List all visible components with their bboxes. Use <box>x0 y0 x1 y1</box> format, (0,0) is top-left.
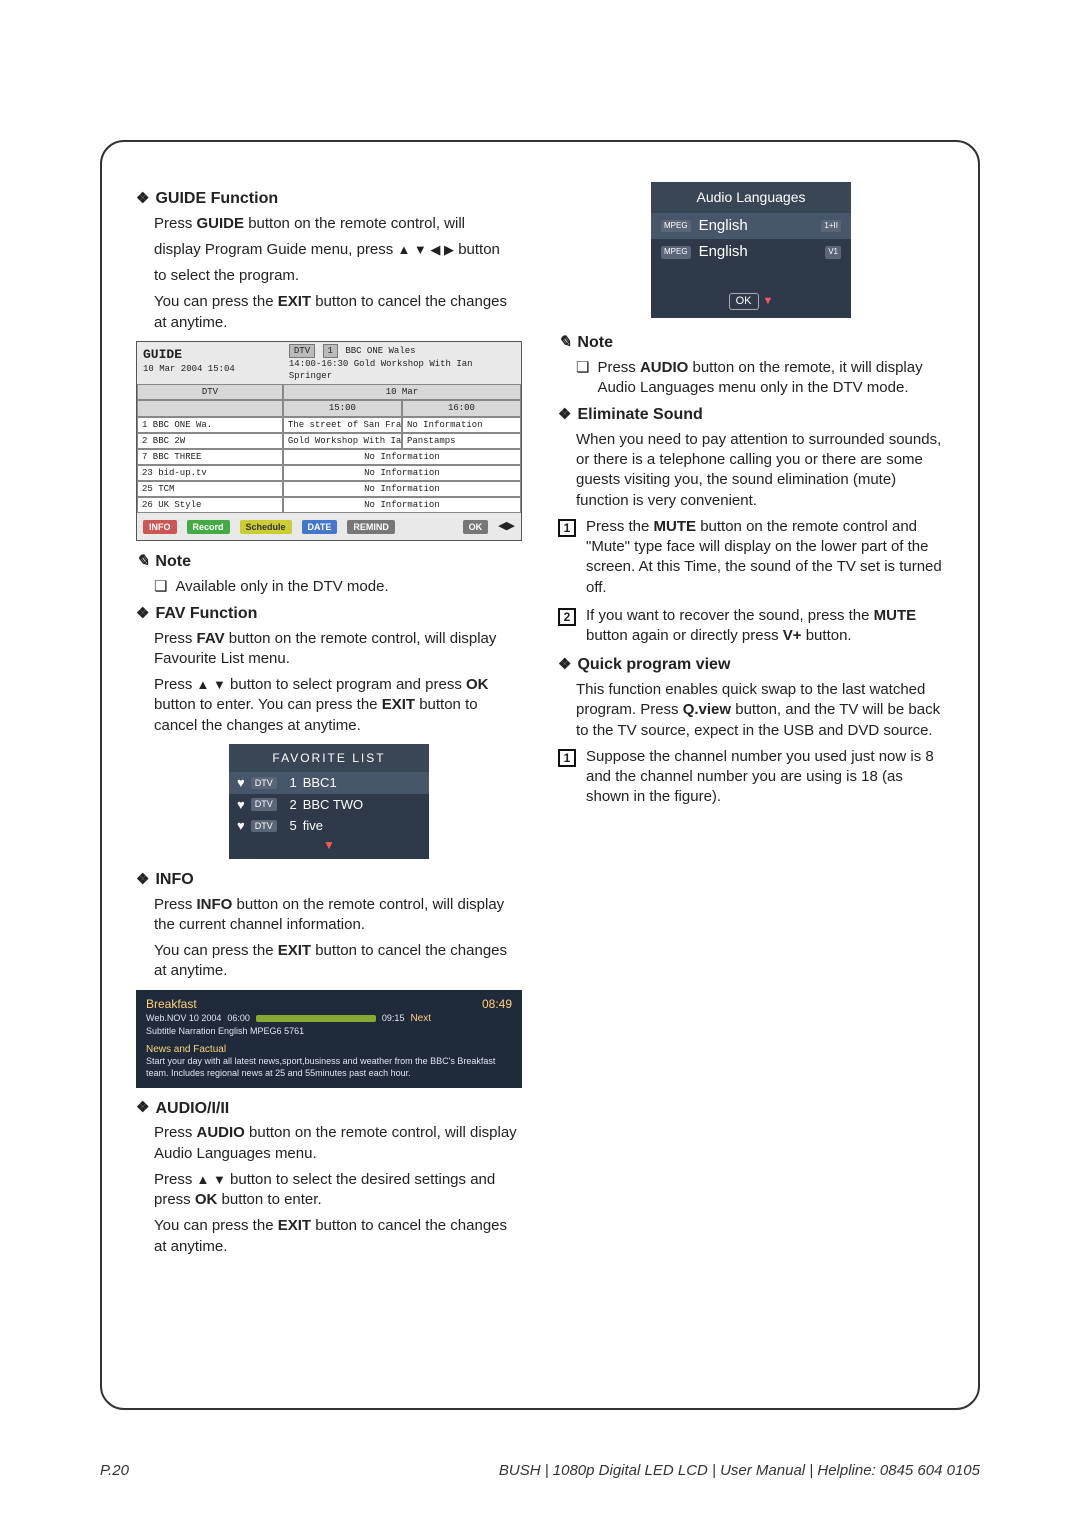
info-p2: You can press the EXIT button to cancel … <box>154 941 522 982</box>
grow-a: The street of San Fra... <box>283 417 402 433</box>
info-prog: Breakfast <box>146 996 197 1012</box>
info-title: INFO <box>136 869 522 891</box>
grow-full: No Information <box>283 449 521 465</box>
guide-buttons: INFO Record Schedule DATE REMIND OK ◀▶ <box>137 513 521 540</box>
grow-ch: 1 BBC ONE Wa. <box>137 417 283 433</box>
guide-p1: Press GUIDE button on the remote control… <box>154 214 522 234</box>
fav-title: FAV Function <box>136 603 522 625</box>
grow-ch: 26 UK Style <box>137 497 283 513</box>
info-date: Web.NOV 10 2004 <box>146 1012 221 1024</box>
audio-ok: OK▼ <box>651 293 851 310</box>
progress-bar <box>256 1015 376 1022</box>
audio-shot-title: Audio Languages <box>651 182 851 213</box>
elim-step-2: 2 If you want to recover the sound, pres… <box>558 606 944 647</box>
note1-text: Available only in the DTV mode. <box>154 577 522 597</box>
guide-title: GUIDE Function <box>136 188 522 210</box>
guide-p2: display Program Guide menu, press ▲ ▼ ◀ … <box>154 240 522 260</box>
audio-screenshot: Audio Languages MPEGEnglish1+II MPEGEngl… <box>651 182 851 318</box>
ch-num: 1 <box>323 344 338 358</box>
page-footer: P.20 BUSH | 1080p Digital LED LCD | User… <box>100 1462 980 1479</box>
quick-step-1: 1 Suppose the channel number you used ju… <box>558 747 944 808</box>
grow-b: Panstamps <box>402 433 521 449</box>
colhead-t1: 15:00 <box>283 400 402 416</box>
fav-row: ♥DTV5five <box>229 815 429 837</box>
colhead-day: 10 Mar <box>283 384 521 400</box>
fav-p1: Press FAV button on the remote control, … <box>154 629 522 670</box>
grow-b: No Information <box>402 417 521 433</box>
guide-p4: You can press the EXIT button to cancel … <box>154 292 522 333</box>
grow-ch: 2 BBC 2W <box>137 433 283 449</box>
guide-p3: to select the program. <box>154 266 522 286</box>
guide-shot-title: GUIDE <box>143 346 277 364</box>
info-sec-hd: News and Factual <box>146 1043 512 1056</box>
gbtn-schedule: Schedule <box>240 520 292 534</box>
grow-full: No Information <box>283 497 521 513</box>
fav-row: ♥DTV1BBC1 <box>229 772 429 794</box>
page-number: P.20 <box>100 1462 129 1479</box>
grow-full: No Information <box>283 481 521 497</box>
page: GUIDE Function Press GUIDE button on the… <box>0 0 1080 1527</box>
elim-step-1: 1 Press the MUTE button on the remote co… <box>558 517 944 598</box>
audio-p3: You can press the EXIT button to cancel … <box>154 1216 522 1257</box>
gbtn-info: INFO <box>143 520 177 534</box>
fav-shot-title: FAVORITE LIST <box>229 744 429 772</box>
fav-screenshot: FAVORITE LIST ♥DTV1BBC1 ♥DTV2BBC TWO ♥DT… <box>229 744 429 859</box>
content-frame: GUIDE Function Press GUIDE button on the… <box>100 140 980 1410</box>
grow-ch: 25 TCM <box>137 481 283 497</box>
audio-p2: Press ▲ ▼ button to select the desired s… <box>154 1170 522 1211</box>
guide-screenshot: GUIDE 10 Mar 2004 15:04 DTV 1 BBC ONE Wa… <box>136 341 522 541</box>
colhead-t2: 16:00 <box>402 400 521 416</box>
fav-p2: Press ▲ ▼ button to select program and p… <box>154 675 522 736</box>
dtv-pill: DTV <box>289 344 315 358</box>
audio-p1: Press AUDIO button on the remote control… <box>154 1123 522 1164</box>
colhead-dtv: DTV <box>137 384 283 400</box>
info-next: Next <box>410 1012 431 1026</box>
note2-title: Note <box>558 332 944 354</box>
audio-row: MPEGEnglishV1 <box>651 239 851 265</box>
eliminate-title: Eliminate Sound <box>558 404 944 426</box>
footer-text: BUSH | 1080p Digital LED LCD | User Manu… <box>499 1462 980 1479</box>
down-arrow-icon: ▼ <box>229 837 429 853</box>
quick-title: Quick program view <box>558 654 944 676</box>
quick-p1: This function enables quick swap to the … <box>576 680 944 741</box>
gbtn-remind: REMIND <box>347 520 395 534</box>
info-t1: 06:00 <box>227 1012 250 1024</box>
prog-time: 14:00-16:30 <box>289 359 348 369</box>
note2-text: Press AUDIO button on the remote, it wil… <box>576 358 944 399</box>
right-column: Audio Languages MPEGEnglish1+II MPEGEngl… <box>558 182 944 1374</box>
info-sec-body: Start your day with all latest news,spor… <box>146 1056 512 1079</box>
info-screenshot: Breakfast 08:49 Web.NOV 10 2004 06:00 09:15… <box>136 990 522 1088</box>
grow-ch: 7 BBC THREE <box>137 449 283 465</box>
guide-shot-date: 10 Mar 2004 15:04 <box>143 363 277 375</box>
grow-a: Gold Workshop With Ian Springer <box>283 433 402 449</box>
fav-row: ♥DTV2BBC TWO <box>229 794 429 816</box>
grow-ch: 23 bid-up.tv <box>137 465 283 481</box>
gbtn-ok: OK <box>463 520 489 534</box>
guide-grid: DTV 10 Mar 15:00 16:00 1 BBC ONE Wa. The… <box>137 384 521 513</box>
left-column: GUIDE Function Press GUIDE button on the… <box>136 182 522 1374</box>
info-clock: 08:49 <box>482 996 512 1012</box>
elim-p1: When you need to pay attention to surrou… <box>576 430 944 511</box>
note1-title: Note <box>136 551 522 573</box>
ch-name: BBC ONE Wales <box>345 346 415 356</box>
info-p1: Press INFO button on the remote control,… <box>154 895 522 936</box>
info-sub: Subtitle Narration English MPEG6 5761 <box>146 1025 512 1037</box>
info-t2: 09:15 <box>382 1012 405 1024</box>
grow-full: No Information <box>283 465 521 481</box>
audio-row: MPEGEnglish1+II <box>651 213 851 239</box>
gbtn-record: Record <box>187 520 230 534</box>
gbtn-date: DATE <box>302 520 338 534</box>
audio-title: AUDIO/I/II <box>136 1098 522 1120</box>
